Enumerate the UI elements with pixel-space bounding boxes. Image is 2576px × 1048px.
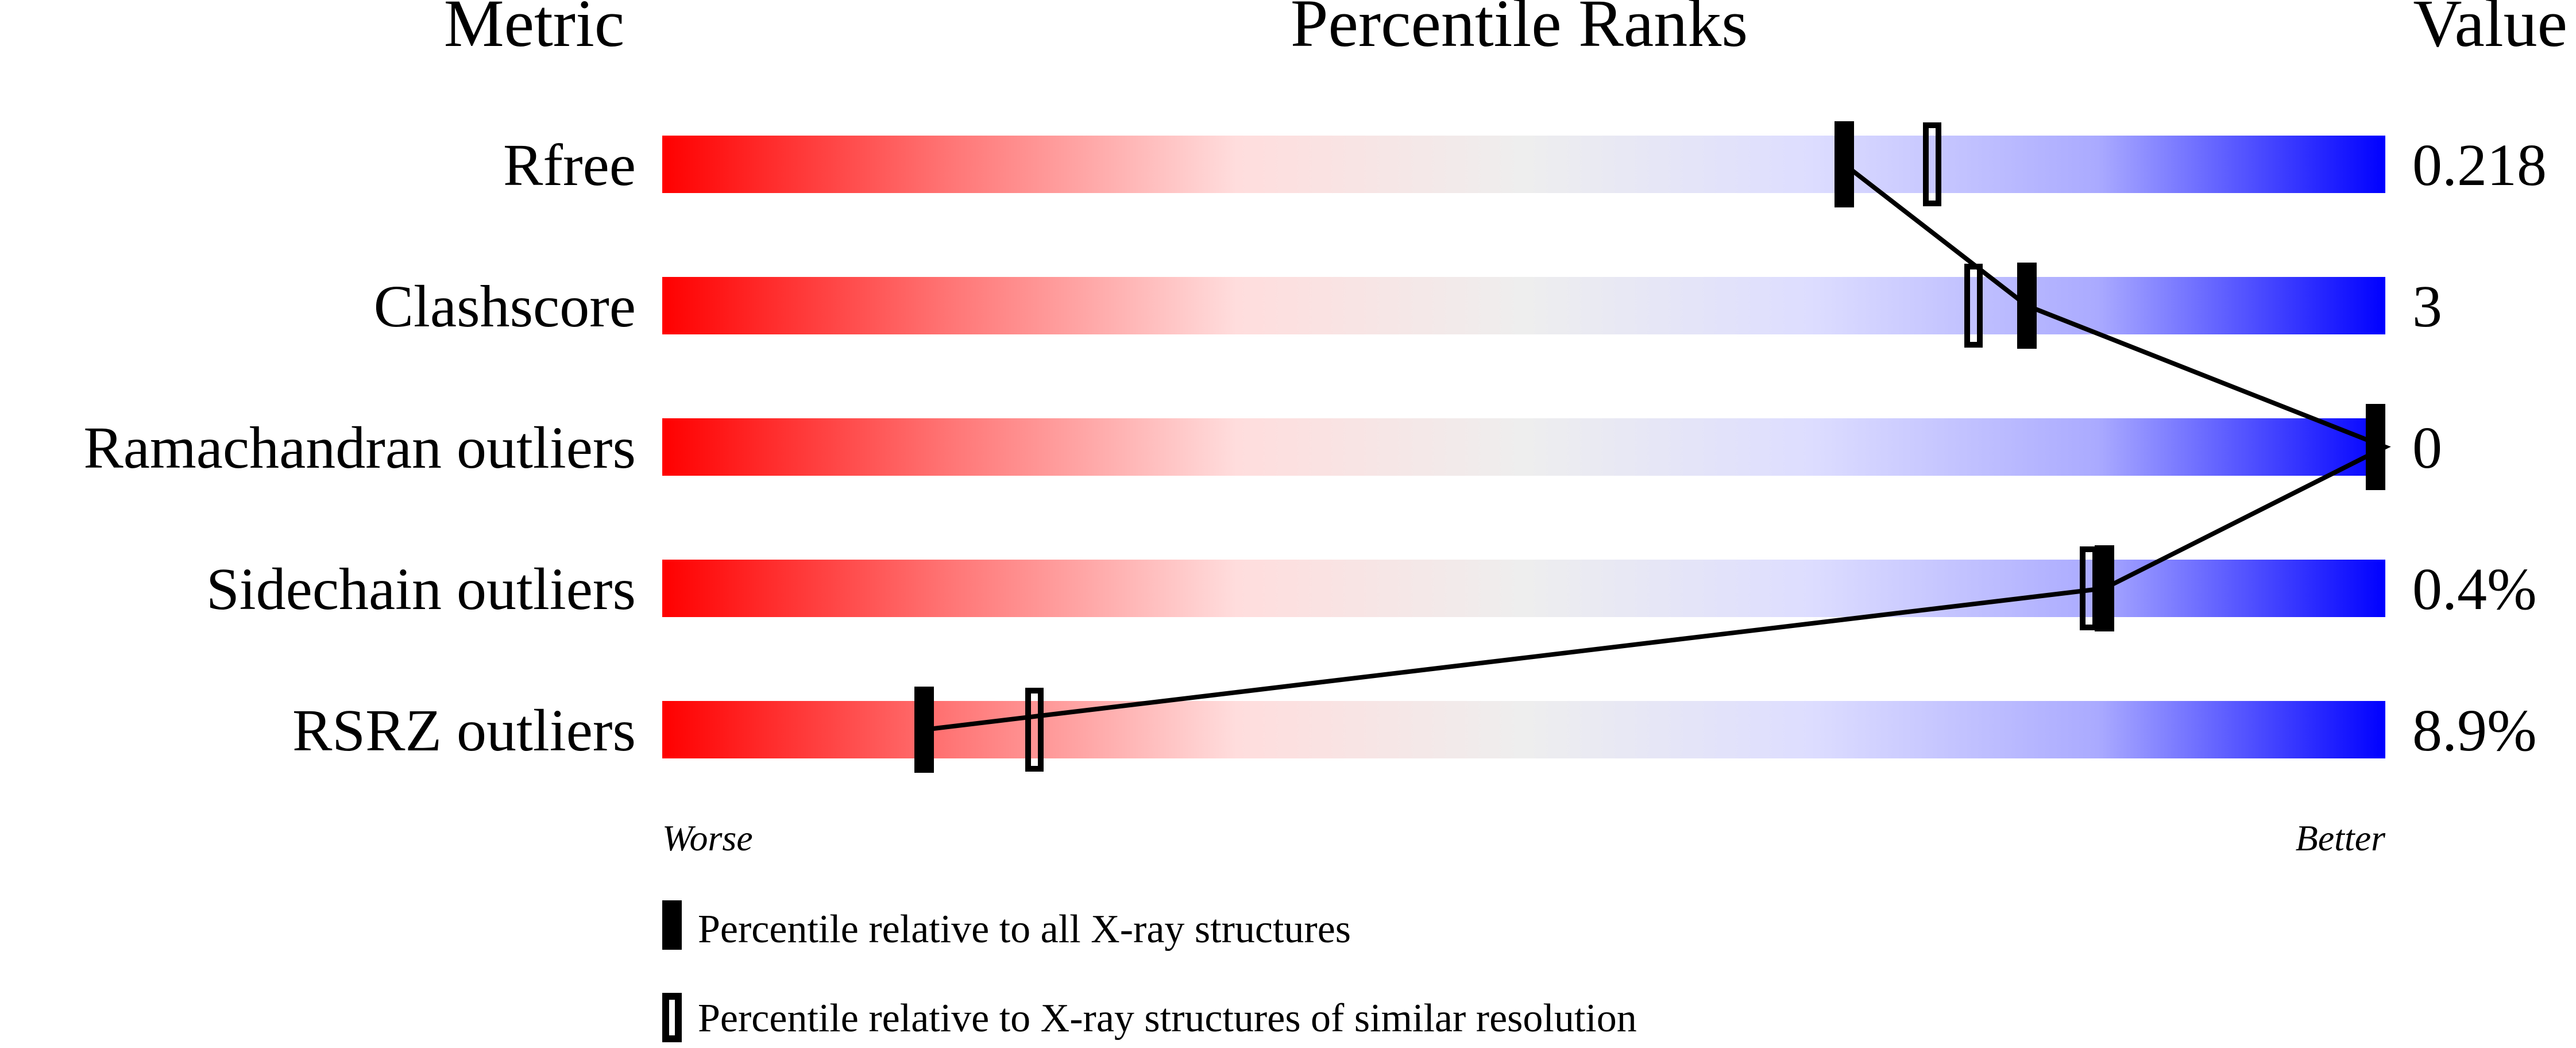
header-metric: Metric [444, 0, 625, 61]
marker-similar-resolution [1923, 122, 1941, 206]
metric-label: Ramachandran outliers [83, 415, 636, 481]
percentile-bar [662, 560, 2385, 617]
legend-label-all: Percentile relative to all X-ray structu… [698, 907, 1351, 951]
metric-label: Rfree [503, 132, 636, 198]
axis-label-better: Better [2296, 818, 2386, 858]
metric-value: 0.4% [2412, 556, 2537, 622]
marker-similar-resolution [1964, 264, 1983, 348]
percentile-bar [662, 701, 2385, 758]
metric-value: 8.9% [2412, 698, 2537, 764]
marker-all-structures [2366, 404, 2385, 490]
percentile-bar [662, 136, 2385, 193]
metric-value: 0.218 [2412, 132, 2547, 198]
marker-all-structures [1835, 121, 1854, 207]
metric-value: 3 [2412, 273, 2442, 340]
marker-all-structures [2095, 545, 2114, 631]
legend-open-marker [662, 993, 682, 1042]
metric-label: Clashscore [374, 273, 636, 340]
header-percentile-ranks: Percentile Ranks [1291, 0, 1748, 61]
marker-similar-resolution [1025, 688, 1044, 772]
metric-label: RSRZ outliers [292, 698, 636, 764]
header-value: Value [2413, 0, 2567, 61]
metric-label: Sidechain outliers [206, 556, 636, 622]
percentile-bar [662, 418, 2385, 476]
legend-filled-marker [662, 900, 682, 950]
marker-all-structures [914, 687, 934, 773]
metric-value: 0 [2412, 415, 2442, 481]
marker-all-structures [2017, 263, 2037, 349]
legend-label-similar: Percentile relative to X-ray structures … [698, 996, 1637, 1041]
axis-label-worse: Worse [662, 818, 753, 858]
percentile-bar [662, 277, 2385, 334]
